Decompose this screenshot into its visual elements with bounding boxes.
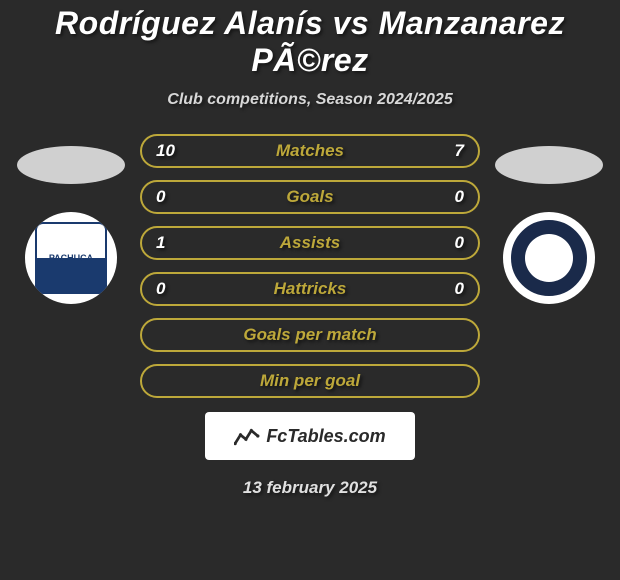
player-right-column: QUERETARO [495,134,603,304]
club-name-label: QUERETARO [527,227,571,234]
stat-row: 0 Goals 0 [140,180,480,214]
subtitle: Club competitions, Season 2024/2025 [167,91,452,109]
stat-value-right: 7 [434,141,464,161]
stat-row: 10 Matches 7 [140,134,480,168]
player-left-club-badge: PACHUCA [25,212,117,304]
stat-value-left: 0 [156,187,186,207]
stat-value-right: 0 [434,187,464,207]
club-name-label: PACHUCA [49,253,93,263]
club-badge-graphic: QUERETARO [511,220,587,296]
stat-label: Assists [280,233,340,253]
stat-label: Goals [286,187,333,207]
stat-value-left: 0 [156,279,186,299]
chart-icon [234,426,260,446]
stats-column: 10 Matches 7 0 Goals 0 1 Assists 0 0 Hattricks 0 Goa… [140,134,480,398]
player-right-photo [495,146,603,184]
stat-value-right: 0 [434,233,464,253]
stat-value-left: 1 [156,233,186,253]
watermark-badge: FcTables.com [205,412,415,460]
date-label: 13 february 2025 [243,478,377,498]
player-left-column: PACHUCA [17,134,125,304]
watermark-text: FcTables.com [266,426,385,447]
stat-label: Goals per match [243,325,376,345]
stat-value-right: 0 [434,279,464,299]
stat-label: Matches [276,141,344,161]
comparison-area: PACHUCA 10 Matches 7 0 Goals 0 1 Assists 0 0 Hattr… [0,134,620,398]
stat-value-left: 10 [156,141,186,161]
player-right-club-badge: QUERETARO [503,212,595,304]
stat-row: 0 Hattricks 0 [140,272,480,306]
club-badge-graphic: PACHUCA [35,222,107,294]
stat-label: Hattricks [274,279,347,299]
stat-label: Min per goal [260,371,360,391]
stat-row: Min per goal [140,364,480,398]
page-title: Rodríguez Alanís vs Manzanarez PÃ©rez [0,5,620,79]
player-left-photo [17,146,125,184]
stat-row: Goals per match [140,318,480,352]
stat-row: 1 Assists 0 [140,226,480,260]
